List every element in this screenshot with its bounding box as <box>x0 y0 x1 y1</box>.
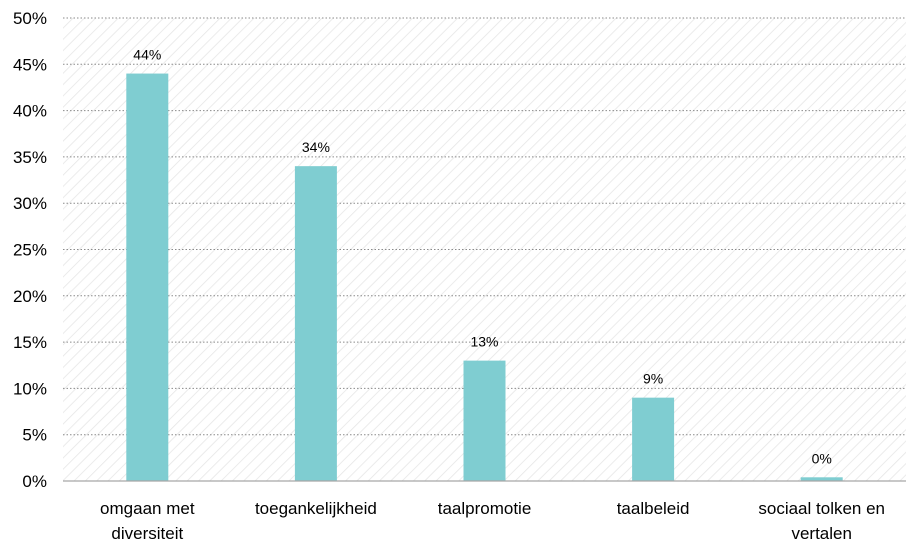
y-tick-label: 30% <box>13 194 47 213</box>
y-tick-label: 50% <box>13 9 47 28</box>
y-tick-label: 15% <box>13 333 47 352</box>
bars <box>126 73 843 481</box>
bar <box>632 397 675 481</box>
data-label: 13% <box>470 334 498 350</box>
y-tick-label: 10% <box>13 379 47 398</box>
x-category-label: vertalen <box>791 524 851 543</box>
data-labels: 44% 34% 13% 9% 0% <box>133 47 832 467</box>
y-tick-label: 0% <box>22 472 47 491</box>
x-category-label: sociaal tolken en <box>758 499 885 518</box>
x-category-label: toegankelijkheid <box>255 499 377 518</box>
bar <box>126 73 169 481</box>
data-label: 9% <box>643 371 663 387</box>
x-category-label: taalpromotie <box>438 499 532 518</box>
y-tick-label: 45% <box>13 55 47 74</box>
y-axis-tick-labels: 0% 5% 10% 15% 20% 25% 30% 35% 40% 45% 50% <box>13 9 47 491</box>
data-label: 0% <box>812 450 832 466</box>
y-tick-label: 35% <box>13 148 47 167</box>
data-label: 44% <box>133 47 161 63</box>
x-category-label: diversiteit <box>111 524 183 543</box>
bar <box>800 477 843 481</box>
y-tick-label: 5% <box>22 426 47 445</box>
x-category-label: taalbeleid <box>617 499 690 518</box>
bar <box>463 360 506 481</box>
x-axis-category-labels: omgaan met diversiteit toegankelijkheid taa… <box>100 499 885 543</box>
y-tick-label: 25% <box>13 241 47 260</box>
y-tick-label: 20% <box>13 287 47 306</box>
x-category-label: omgaan met <box>100 499 195 518</box>
y-tick-label: 40% <box>13 102 47 121</box>
data-label: 34% <box>302 139 330 155</box>
bar <box>294 166 337 481</box>
